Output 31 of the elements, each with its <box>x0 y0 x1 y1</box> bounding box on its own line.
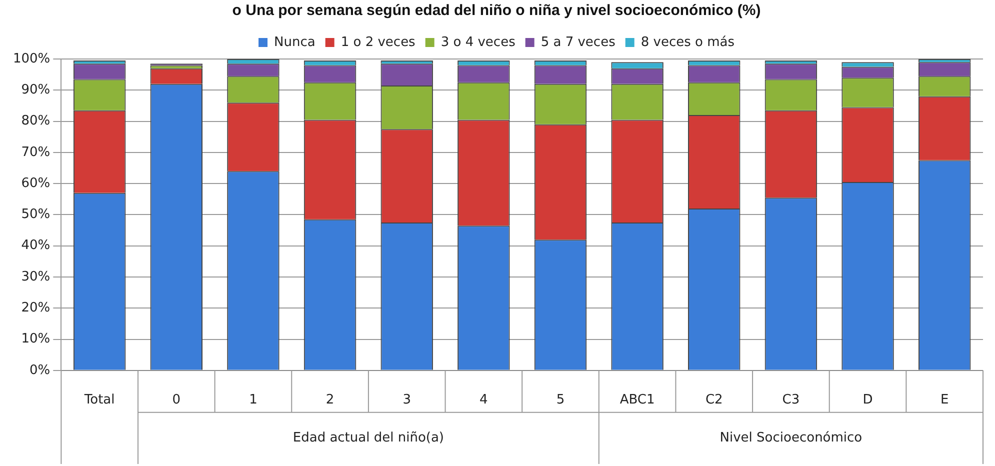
text: Edad actual del niño(a) <box>292 430 444 446</box>
y-tick-label: 10% <box>21 332 50 347</box>
x-tick-label: 4 <box>480 392 488 408</box>
x-tick-label: 2 <box>326 392 334 408</box>
x-tick-label: D <box>862 392 873 408</box>
text: Nivel Socioeconómico <box>720 430 862 446</box>
y-tick-label: 80% <box>21 114 50 129</box>
legend-label: 3 o 4 veces <box>440 34 516 50</box>
y-tick-label: 30% <box>21 269 50 284</box>
legend-label: Nunca <box>274 34 316 50</box>
x-tick-label: E <box>940 392 949 408</box>
legend-label: 5 a 7 veces <box>540 34 616 50</box>
chart-title: o Una por semana según edad del niño o niña y nivel socioeconómico (%) <box>232 2 761 20</box>
y-tick-label: 40% <box>21 238 50 254</box>
legend-label: 8 veces o más <box>640 34 735 50</box>
y-tick-label: 50% <box>21 207 50 222</box>
y-tick-label: 0% <box>30 362 50 378</box>
x-tick-label: ABC1 <box>620 392 655 408</box>
x-tick-label: C2 <box>705 392 723 408</box>
legend-label: 1 o 2 veces <box>340 34 416 50</box>
x-tick-label: 3 <box>402 392 411 408</box>
y-tick-label: 90% <box>21 82 50 98</box>
y-tick-label: 100% <box>12 51 50 66</box>
y-tick-label: 20% <box>21 300 50 316</box>
y-tick-label: 70% <box>21 144 50 160</box>
y-tick-label: 60% <box>21 176 50 191</box>
x-tick-label: 1 <box>249 392 258 408</box>
x-tick-label: 5 <box>556 392 565 408</box>
x-tick-label: Total <box>83 392 115 408</box>
x-tick-label: 0 <box>172 392 181 408</box>
x-tick-label: C3 <box>782 392 800 408</box>
